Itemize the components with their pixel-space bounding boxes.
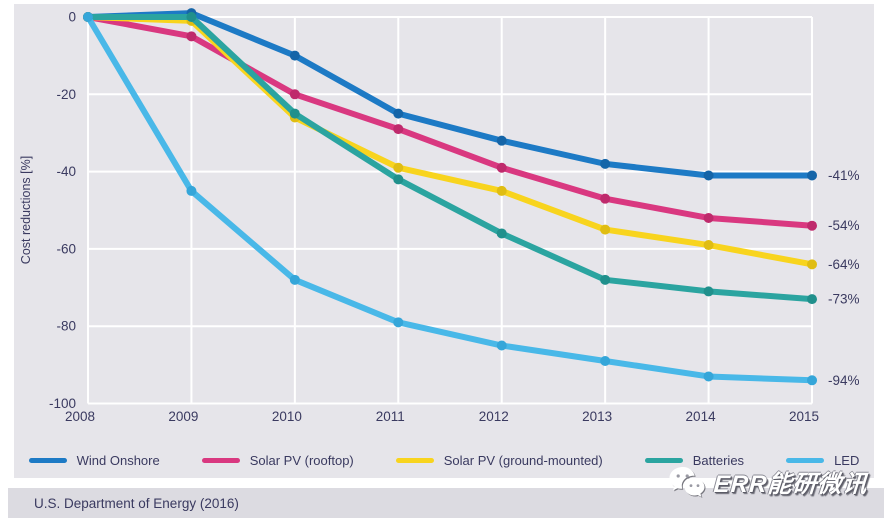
data-point-solar-pv-rooftop xyxy=(703,212,714,223)
legend-item-batteries: Batteries xyxy=(644,452,745,468)
series-line-solar-pv-ground-mounted xyxy=(85,14,816,268)
legend-item-solar-pv-rooftop: Solar PV (rooftop) xyxy=(201,452,354,468)
cost-reductions-chart-panel: 0 -20 -40 -60 -80 -100 2008 2009 2010 2011 2012 201… xyxy=(14,4,874,478)
series-line-solar-pv-rooftop xyxy=(85,14,816,229)
end-value-label-batteries: -73% xyxy=(828,292,860,307)
data-point-batteries xyxy=(186,12,197,22)
x-tick-label: 2011 xyxy=(376,409,405,424)
data-point-led xyxy=(807,375,818,386)
data-point-solar-pv-rooftop xyxy=(186,31,197,42)
legend-label-solar-pv-ground-mounted: Solar PV (ground-mounted) xyxy=(443,452,603,468)
legend-swatch-solar-pv-ground-mounted xyxy=(395,457,434,463)
data-point-batteries xyxy=(289,108,300,119)
source-text: U.S. Department of Energy (2016) xyxy=(34,495,239,511)
series-line-led xyxy=(85,14,816,384)
data-point-wind-onshore xyxy=(600,158,611,169)
y-tick-label: -80 xyxy=(56,319,76,334)
x-tick-label: 2014 xyxy=(686,409,717,424)
end-value-label-solar-pv-rooftop: -54% xyxy=(828,218,860,233)
chart-legend: Wind Onshore Solar PV (rooftop) Solar PV (… xyxy=(14,448,874,472)
y-tick-label: -40 xyxy=(56,164,76,179)
legend-swatch-led xyxy=(786,457,825,463)
source-bar: U.S. Department of Energy (2016) xyxy=(8,488,884,518)
data-point-solar-pv-rooftop xyxy=(393,124,404,135)
series-line-wind-onshore xyxy=(85,10,816,179)
y-tick-label: -60 xyxy=(56,241,76,256)
data-point-solar-pv-ground-mounted xyxy=(600,224,611,235)
end-value-label-solar-pv-ground-mounted: -64% xyxy=(828,257,860,272)
legend-item-solar-pv-ground-mounted: Solar PV (ground-mounted) xyxy=(395,452,603,468)
data-point-wind-onshore xyxy=(703,170,714,181)
data-point-solar-pv-ground-mounted xyxy=(703,240,714,251)
legend-label-wind-onshore: Wind Onshore xyxy=(76,452,160,468)
data-point-solar-pv-rooftop xyxy=(807,220,818,231)
end-value-label-led: -94% xyxy=(828,373,860,388)
data-point-solar-pv-ground-mounted xyxy=(496,185,507,196)
legend-label-led: LED xyxy=(834,452,860,468)
legend-item-wind-onshore: Wind Onshore xyxy=(28,452,160,468)
data-point-led xyxy=(393,317,404,328)
data-point-wind-onshore xyxy=(807,170,818,181)
data-point-batteries xyxy=(393,174,404,185)
data-point-led xyxy=(83,12,93,22)
x-tick-label: 2013 xyxy=(582,409,612,424)
x-tick-label: 2008 xyxy=(65,409,95,424)
data-point-batteries xyxy=(703,286,714,297)
x-tick-label: 2015 xyxy=(789,409,819,424)
y-tick-label: 0 xyxy=(68,10,76,25)
data-point-solar-pv-rooftop xyxy=(496,162,507,173)
legend-label-batteries: Batteries xyxy=(692,452,745,468)
legend-item-led: LED xyxy=(786,453,859,468)
data-point-solar-pv-rooftop xyxy=(600,193,611,204)
y-tick-label: -100 xyxy=(49,396,76,411)
data-point-solar-pv-rooftop xyxy=(289,89,300,100)
series-line-batteries xyxy=(85,14,816,303)
data-point-batteries xyxy=(807,294,818,305)
end-value-label-wind-onshore: -41% xyxy=(828,168,860,183)
legend-swatch-solar-pv-rooftop xyxy=(201,457,240,463)
y-axis-title: Cost reductions [%] xyxy=(19,156,33,264)
legend-swatch-wind-onshore xyxy=(28,457,67,463)
legend-swatch-batteries xyxy=(644,457,683,463)
y-tick-label: -20 xyxy=(56,87,76,102)
data-point-led xyxy=(289,274,300,285)
x-tick-label: 2009 xyxy=(168,409,198,424)
data-point-led xyxy=(496,340,507,351)
data-point-batteries xyxy=(496,228,507,239)
data-point-wind-onshore xyxy=(496,135,507,146)
data-point-wind-onshore xyxy=(393,108,404,119)
legend-label-solar-pv-rooftop: Solar PV (rooftop) xyxy=(249,452,354,468)
x-tick-label: 2012 xyxy=(479,409,509,424)
data-point-solar-pv-ground-mounted xyxy=(807,259,818,270)
data-point-led xyxy=(600,355,611,366)
data-point-batteries xyxy=(600,274,611,285)
data-point-wind-onshore xyxy=(289,50,300,61)
data-point-solar-pv-ground-mounted xyxy=(393,162,404,173)
x-tick-label: 2010 xyxy=(272,409,302,424)
data-point-led xyxy=(186,185,197,196)
data-point-led xyxy=(703,371,714,382)
